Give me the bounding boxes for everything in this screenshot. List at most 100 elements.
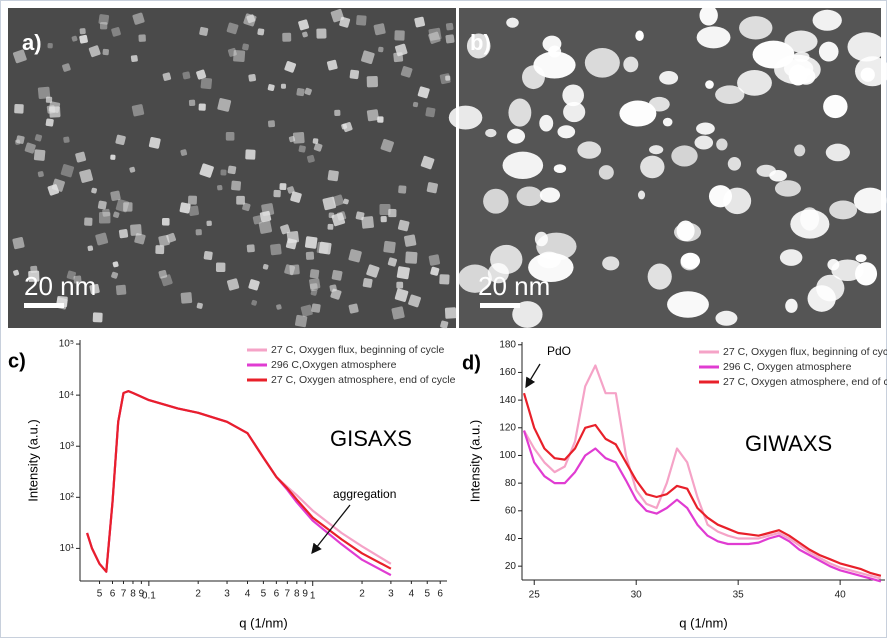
particle [659,71,678,85]
particle [716,139,727,151]
particle [638,191,645,200]
x-tick-label: 9 [302,589,308,600]
particle [227,165,236,174]
particle [119,229,129,239]
particle [14,104,24,114]
particle [348,303,359,314]
x-axis-title: q (1/nm) [239,615,287,630]
y-tick-label: 10⁴ [59,390,74,401]
particle [188,196,197,205]
particle [377,116,383,122]
particle [38,171,45,178]
particle [819,42,839,62]
scale-label: 20 nm [24,271,96,301]
x-tick-label: 40 [835,590,847,601]
particle [327,224,333,230]
particle [123,202,132,211]
x-tick-label: 6 [274,589,280,600]
particle [446,23,454,31]
particle [47,43,52,48]
particle [327,170,339,182]
y-tick-label: 60 [505,505,517,516]
particle [295,315,308,328]
particle [200,78,212,90]
particle [585,48,620,78]
particle [663,118,673,127]
particle [196,229,202,235]
scale-label: 20 nm [478,271,550,301]
particle [155,245,164,254]
panel-label: c) [8,350,26,372]
annotation: PdO [547,344,571,358]
particle [310,269,320,279]
particle [449,106,483,130]
particle [199,27,209,37]
particle [728,157,741,171]
particle [537,252,560,269]
y-axis-title: Intensity (a.u.) [25,419,40,501]
particle [270,244,282,256]
x-tick-label: 4 [409,589,415,600]
particle [854,188,887,214]
particle [780,249,802,266]
particle [131,55,138,62]
particle [98,14,109,25]
particle [63,136,70,143]
legend-label: 296 C,Oxygen atmosphere [271,359,397,371]
particle [699,5,717,25]
panel-label: b) [470,30,491,55]
particle [507,129,525,144]
x-tick-label: 3 [224,589,230,600]
particle [313,138,319,144]
particle [287,231,300,244]
y-tick-label: 80 [505,478,517,489]
particle [396,282,403,289]
particle [149,137,161,149]
x-tick-label: 35 [733,590,745,601]
particle [189,100,195,106]
particle [808,285,836,312]
scale-bar [480,303,520,308]
particle [220,169,226,175]
particle [696,122,715,134]
panel-label: a) [22,30,42,55]
particle [87,245,93,251]
particle [247,244,255,252]
y-tick-label: 160 [499,367,516,378]
particle [398,185,406,193]
particle [769,170,787,181]
annotation: GIWAXS [745,431,832,456]
particle [84,217,92,225]
particle [847,32,885,61]
particle [355,211,364,220]
x-tick-label: 7 [121,589,127,600]
particle [331,270,342,281]
particle [413,102,419,108]
particle [439,274,449,284]
legend-label: 27 C, Oxygen flux, beginning of cycle [723,346,887,358]
particle [45,118,54,127]
particle [440,73,451,84]
x-tick-label: 6 [437,589,443,600]
particle [226,132,235,141]
particle [680,255,698,271]
particle [38,87,51,100]
y-axis-title: Intensity (a.u.) [467,420,482,502]
particle [199,103,206,110]
particle [445,307,457,319]
particle [503,152,544,179]
particle [674,223,701,242]
particle [188,205,199,216]
legend-label: 27 C, Oxygen flux, beginning of cycle [271,344,445,356]
y-tick-label: 100 [499,450,516,461]
x-tick-label: 8 [130,589,136,600]
particle [715,311,737,326]
particle [298,145,306,153]
particle [216,263,225,272]
particle [79,35,88,44]
particle [47,105,56,114]
particle [138,34,146,42]
particle [132,104,145,117]
particle [533,52,575,79]
particle [856,254,867,262]
